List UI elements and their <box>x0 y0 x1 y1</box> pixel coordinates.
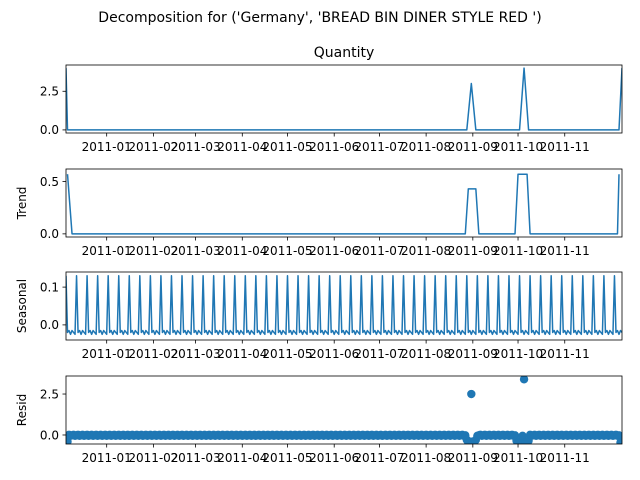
resid-ytick-label: 0.0 <box>40 428 59 442</box>
observed-xtick-label: 2011-11 <box>540 140 590 154</box>
seasonal-xtick-label: 2011-02 <box>128 347 178 361</box>
resid-xtick-label: 2011-06 <box>309 451 359 465</box>
trend-ytick-label: 0.5 <box>40 175 59 189</box>
trend-plot-area <box>66 173 620 235</box>
figure-suptitle: Decomposition for ('Germany', 'BREAD BIN… <box>98 10 541 26</box>
resid-ylabel: Resid <box>15 394 29 426</box>
resid-point <box>467 389 476 399</box>
resid-xtick-label: 2011-08 <box>401 451 451 465</box>
seasonal-xtick-label: 2011-04 <box>217 347 267 361</box>
resid-point <box>614 431 622 440</box>
trend-xtick-label: 2011-06 <box>309 244 359 258</box>
trend-xtick-label: 2011-04 <box>217 244 267 258</box>
resid-xtick-label: 2011-10 <box>493 451 543 465</box>
observed-xtick-label: 2011-04 <box>217 140 267 154</box>
panel-seasonal: 0.00.12011-012011-022011-032011-042011-0… <box>15 271 623 361</box>
observed-xtick-label: 2011-03 <box>171 140 221 154</box>
observed-ytick-label: 0.0 <box>40 123 59 137</box>
observed-xtick-label: 2011-09 <box>448 140 498 154</box>
observed-xtick-label: 2011-07 <box>354 140 404 154</box>
seasonal-xtick-label: 2011-03 <box>171 347 221 361</box>
resid-xtick-label: 2011-03 <box>171 451 221 465</box>
resid-ytick-label: 2.5 <box>40 387 59 401</box>
trend-xtick-label: 2011-02 <box>128 244 178 258</box>
trend-xtick-label: 2011-08 <box>401 244 451 258</box>
trend-xtick-label: 2011-10 <box>493 244 543 258</box>
trend-xtick-label: 2011-07 <box>354 244 404 258</box>
trend-xtick-label: 2011-11 <box>540 244 590 258</box>
resid-xtick-label: 2011-04 <box>217 451 267 465</box>
resid-axes-frame <box>65 375 623 445</box>
panel-resid: 0.02.52011-012011-022011-032011-042011-0… <box>15 375 623 465</box>
panel-trend: 0.00.52011-012011-022011-032011-042011-0… <box>15 168 623 258</box>
seasonal-ytick-label: 0.0 <box>40 318 59 332</box>
trend-axes-frame <box>65 168 623 238</box>
seasonal-xtick-label: 2011-09 <box>448 347 498 361</box>
seasonal-series-line <box>66 275 622 336</box>
trend-xtick-label: 2011-03 <box>171 244 221 258</box>
resid-xtick-label: 2011-09 <box>448 451 498 465</box>
seasonal-axes-frame <box>65 271 623 341</box>
observed-xtick-label: 2011-05 <box>262 140 312 154</box>
observed-xtick-label: 2011-01 <box>82 140 132 154</box>
trend-xtick-label: 2011-01 <box>82 244 132 258</box>
seasonal-xtick-label: 2011-06 <box>309 347 359 361</box>
observed-xtick-label: 2011-08 <box>401 140 451 154</box>
seasonal-xtick-label: 2011-01 <box>82 347 132 361</box>
resid-xtick-label: 2011-02 <box>128 451 178 465</box>
observed-ytick-label: 2.5 <box>40 85 59 99</box>
seasonal-plot-area <box>66 275 622 336</box>
seasonal-xtick-label: 2011-07 <box>354 347 404 361</box>
trend-series-line <box>66 173 620 235</box>
observed-xtick-label: 2011-02 <box>128 140 178 154</box>
seasonal-xtick-label: 2011-11 <box>540 347 590 361</box>
seasonal-ytick-label: 0.1 <box>40 280 59 294</box>
resid-point <box>617 438 622 444</box>
resid-point <box>518 431 527 441</box>
observed-plot-area <box>66 67 622 131</box>
panel-observed: 0.02.52011-012011-022011-032011-042011-0… <box>40 45 623 154</box>
seasonal-xtick-label: 2011-10 <box>493 347 543 361</box>
trend-ylabel: Trend <box>15 187 29 221</box>
observed-title: Quantity <box>314 45 375 61</box>
seasonal-xtick-label: 2011-08 <box>401 347 451 361</box>
resid-point <box>519 376 529 384</box>
resid-xtick-label: 2011-05 <box>262 451 312 465</box>
observed-xtick-label: 2011-06 <box>309 140 359 154</box>
observed-xtick-label: 2011-10 <box>493 140 543 154</box>
observed-axes-frame <box>65 64 623 134</box>
resid-xtick-label: 2011-07 <box>354 451 404 465</box>
resid-plot-area <box>66 376 622 444</box>
resid-xtick-label: 2011-11 <box>540 451 590 465</box>
trend-xtick-label: 2011-09 <box>448 244 498 258</box>
observed-series-line <box>66 67 622 131</box>
resid-xtick-label: 2011-01 <box>82 451 132 465</box>
seasonal-ylabel: Seasonal <box>15 279 29 333</box>
trend-ytick-label: 0.0 <box>40 227 59 241</box>
trend-xtick-label: 2011-05 <box>262 244 312 258</box>
seasonal-xtick-label: 2011-05 <box>262 347 312 361</box>
